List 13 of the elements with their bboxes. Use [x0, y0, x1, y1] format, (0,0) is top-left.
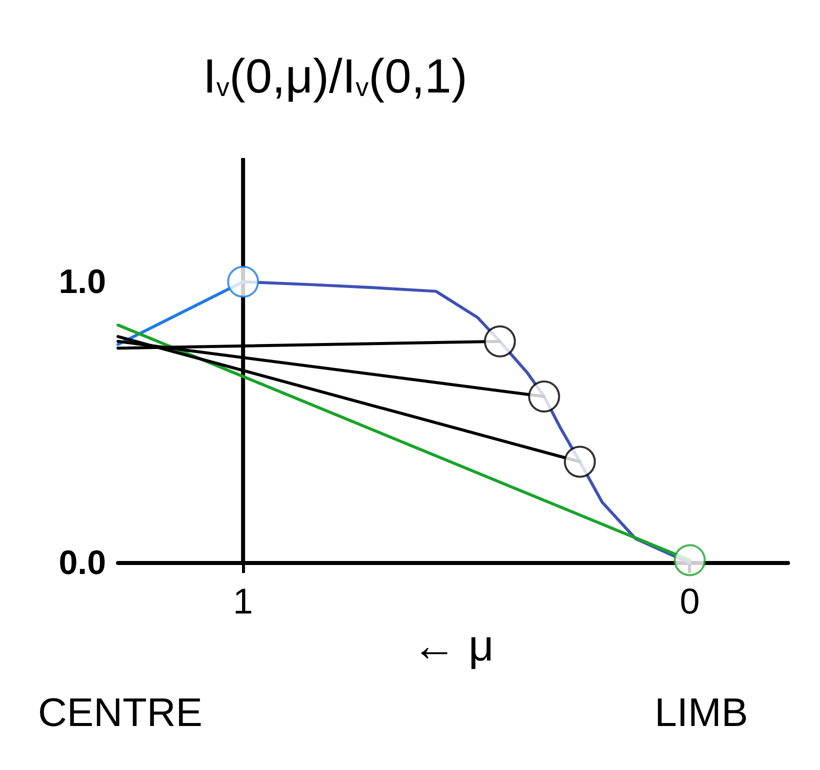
point — [674, 544, 706, 576]
x-axis-title: ← μ — [412, 621, 494, 670]
point — [528, 380, 560, 412]
x-tick-label: 0 — [680, 580, 700, 622]
point — [227, 266, 260, 298]
y-axis-title: Iv(0,μ)/Iv(0,1) — [203, 50, 468, 104]
y-tick-label: 0.0 — [58, 544, 106, 582]
text: LIMB — [654, 691, 748, 735]
point — [564, 446, 596, 478]
x-tick-label: 1 — [233, 580, 254, 622]
y-tick-label: 1.0 — [58, 262, 106, 301]
text: CENTRE — [38, 691, 202, 735]
point — [484, 325, 516, 358]
